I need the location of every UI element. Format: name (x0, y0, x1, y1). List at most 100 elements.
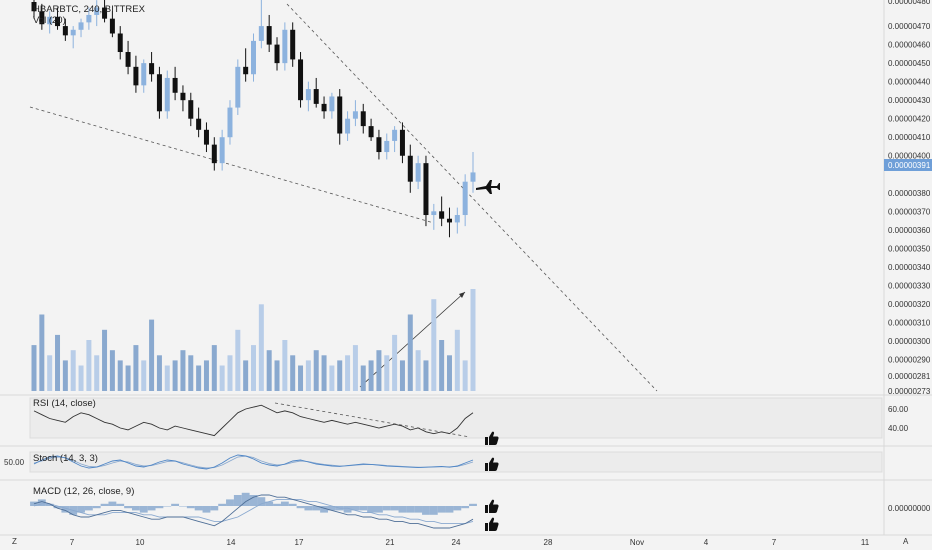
volume-bar (290, 355, 296, 391)
volume-bar (313, 350, 319, 391)
candle-body (39, 11, 45, 25)
thumbs-up-icon (485, 517, 499, 531)
volume-arrow-head (459, 292, 465, 298)
macd-histogram-bar (171, 503, 180, 506)
macd-histogram-bar (155, 506, 164, 509)
macd-histogram-bar (202, 506, 211, 513)
macd-histogram-bar (53, 506, 62, 509)
volume-bar (360, 365, 366, 391)
thumbs-up-icon (485, 457, 499, 471)
volume-bar (188, 355, 194, 391)
footer-right-label[interactable]: A (903, 537, 909, 546)
macd-histogram-bar (61, 506, 70, 513)
macd-histogram-bar (226, 499, 234, 506)
macd-histogram-bar (296, 506, 305, 509)
macd-histogram-bar (359, 506, 368, 511)
time-tick-label: 14 (227, 538, 236, 547)
volume-bar (172, 360, 178, 391)
volume-bar (39, 314, 45, 391)
price-tick-label: 0.00000460 (888, 41, 931, 50)
annotation-markers (476, 180, 500, 531)
candle-body (203, 129, 209, 145)
price-tick-label: 0.00000380 (888, 189, 931, 198)
volume-bar (329, 365, 335, 391)
volume-bar (274, 360, 280, 391)
candle-body (360, 111, 366, 127)
candle-body (415, 163, 421, 182)
volume-bar (266, 350, 272, 391)
macd-histogram-bar (186, 506, 195, 509)
macd-histogram-bar (445, 506, 454, 513)
footer-left-label[interactable]: Z (12, 537, 17, 546)
thumbs-up-icon (485, 431, 499, 445)
macd-histogram-bar (241, 492, 250, 506)
volume-bar (133, 345, 139, 391)
macd-histogram-bar (280, 501, 289, 506)
price-tick-label: 0.00000420 (888, 115, 931, 124)
price-tick-label: 0.00000450 (888, 59, 931, 68)
stoch-k-line (33, 454, 474, 470)
volume-bar (164, 365, 170, 391)
price-tick-label: 0.00000310 (888, 318, 931, 327)
candlesticks (31, 0, 476, 238)
candle-body (125, 52, 131, 67)
candle-body (78, 22, 84, 30)
volume-bar (368, 360, 374, 391)
price-tick-label: 0.00000400 (888, 152, 931, 161)
macd-histogram-bar (422, 506, 430, 515)
volume-bar (446, 355, 452, 391)
price-axis: 0.00000470 0.00000460 0.00000450 0.00000440… (888, 0, 931, 396)
candle-body (62, 26, 68, 36)
rsi-label: RSI (14, close) (33, 398, 96, 409)
volume-bar (376, 350, 382, 391)
price-tick-label: 0.00000290 (888, 356, 931, 365)
volume-bar (235, 329, 241, 391)
time-tick-label: 4 (704, 538, 709, 547)
volume-bar (439, 340, 445, 391)
candle-body (392, 129, 398, 141)
candle-body (321, 103, 327, 112)
time-tick-label: 21 (386, 538, 395, 547)
volume-bar (117, 360, 123, 391)
candle-body (290, 29, 296, 60)
macd-histogram-bar (273, 503, 281, 506)
candle-body (313, 89, 319, 104)
price-tick-label: 0.00000480 (888, 0, 931, 6)
macd-histogram-bar (429, 506, 438, 515)
macd-histogram-bar (84, 506, 93, 511)
candle-body (47, 16, 53, 25)
macd-histogram-bar (327, 506, 336, 511)
candle-body (368, 126, 374, 138)
macd-histogram-bar (100, 503, 109, 506)
price-tick-label: 0.00000330 (888, 281, 931, 290)
candle-body (219, 137, 225, 164)
volume-bar (70, 350, 76, 391)
rsi-level-60: 60.00 (888, 405, 909, 414)
time-tick-label: 7 (70, 538, 75, 547)
candle-body (305, 89, 311, 101)
macd-histogram-bar (390, 506, 399, 511)
volume-bar (78, 365, 84, 391)
volume-bar (282, 340, 288, 391)
volume-bar (86, 340, 92, 391)
volume-bars (31, 289, 476, 391)
macd-histogram-bar (461, 506, 470, 509)
candle-body (156, 74, 162, 112)
volume-bar (211, 345, 217, 391)
volume-bar (258, 304, 264, 391)
price-tick-label: 0.00000281 (888, 372, 931, 381)
candle-body (439, 211, 445, 219)
candle-body (164, 77, 170, 112)
macd-series (30, 492, 477, 529)
volume-bar (384, 355, 390, 391)
macd-histogram-bar (257, 497, 266, 506)
candle-body (243, 66, 249, 75)
candle-body (211, 144, 217, 164)
candle-body (180, 92, 186, 101)
volume-bar (31, 345, 37, 391)
candle-body (133, 66, 139, 86)
stoch-label: Stoch (14, 3, 3) (33, 453, 98, 464)
time-tick-label: 17 (295, 538, 304, 547)
last-price-label: 0.00000391 (888, 161, 931, 170)
